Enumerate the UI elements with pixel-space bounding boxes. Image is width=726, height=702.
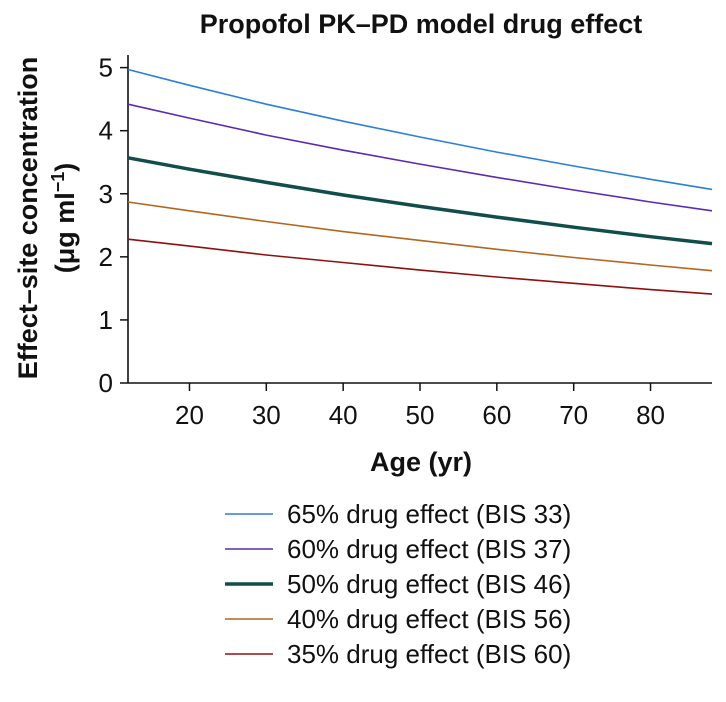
series-line-1 xyxy=(127,103,713,212)
x-tick-label: 20 xyxy=(175,400,204,430)
x-ticks: 20 30 40 50 60 70 80 xyxy=(175,383,665,430)
x-tick-label: 40 xyxy=(329,400,358,430)
y-axis-unit-suffix: ) xyxy=(50,163,80,172)
y-tick-label: 2 xyxy=(99,242,113,272)
legend-label: 40% drug effect (BIS 56) xyxy=(287,604,571,634)
legend: 65% drug effect (BIS 33) 60% drug effect … xyxy=(225,499,571,669)
y-axis-unit-prefix: (μg ml xyxy=(50,192,80,273)
y-axis-unit-superscript: −1 xyxy=(48,172,68,193)
x-tick-label: 70 xyxy=(559,400,588,430)
y-ticks: 0 1 2 3 4 5 xyxy=(99,53,128,398)
y-tick-label: 4 xyxy=(99,116,113,146)
series-line-3 xyxy=(127,201,713,272)
x-tick-label: 50 xyxy=(406,400,435,430)
legend-item: 40% drug effect (BIS 56) xyxy=(225,604,571,634)
y-axis-title-line2: (μg ml−1) xyxy=(48,163,80,274)
legend-item: 35% drug effect (BIS 60) xyxy=(225,639,571,669)
y-axis-title-line1: Effect–site concentration xyxy=(13,57,43,380)
axes xyxy=(127,55,712,384)
y-tick-label: 0 xyxy=(99,368,113,398)
y-tick-label: 3 xyxy=(99,179,113,209)
series-line-4 xyxy=(127,238,713,295)
legend-label: 60% drug effect (BIS 37) xyxy=(287,534,571,564)
legend-item: 65% drug effect (BIS 33) xyxy=(225,499,571,529)
x-tick-label: 30 xyxy=(252,400,281,430)
series-line-2 xyxy=(127,156,713,246)
legend-label: 65% drug effect (BIS 33) xyxy=(287,499,571,529)
y-tick-label: 1 xyxy=(99,305,113,335)
y-axis-title: Effect–site concentration (μg ml−1) xyxy=(13,57,80,380)
legend-label: 35% drug effect (BIS 60) xyxy=(287,639,571,669)
y-tick-label: 5 xyxy=(99,53,113,83)
x-tick-label: 80 xyxy=(636,400,665,430)
legend-item: 50% drug effect (BIS 46) xyxy=(225,569,571,599)
x-tick-label: 60 xyxy=(482,400,511,430)
x-axis-title: Age (yr) xyxy=(370,447,472,477)
legend-label: 50% drug effect (BIS 46) xyxy=(287,569,571,599)
chart-title: Propofol PK–PD model drug effect xyxy=(200,9,643,39)
plot-lines xyxy=(127,68,713,295)
series-line-0 xyxy=(127,68,713,191)
legend-item: 60% drug effect (BIS 37) xyxy=(225,534,571,564)
